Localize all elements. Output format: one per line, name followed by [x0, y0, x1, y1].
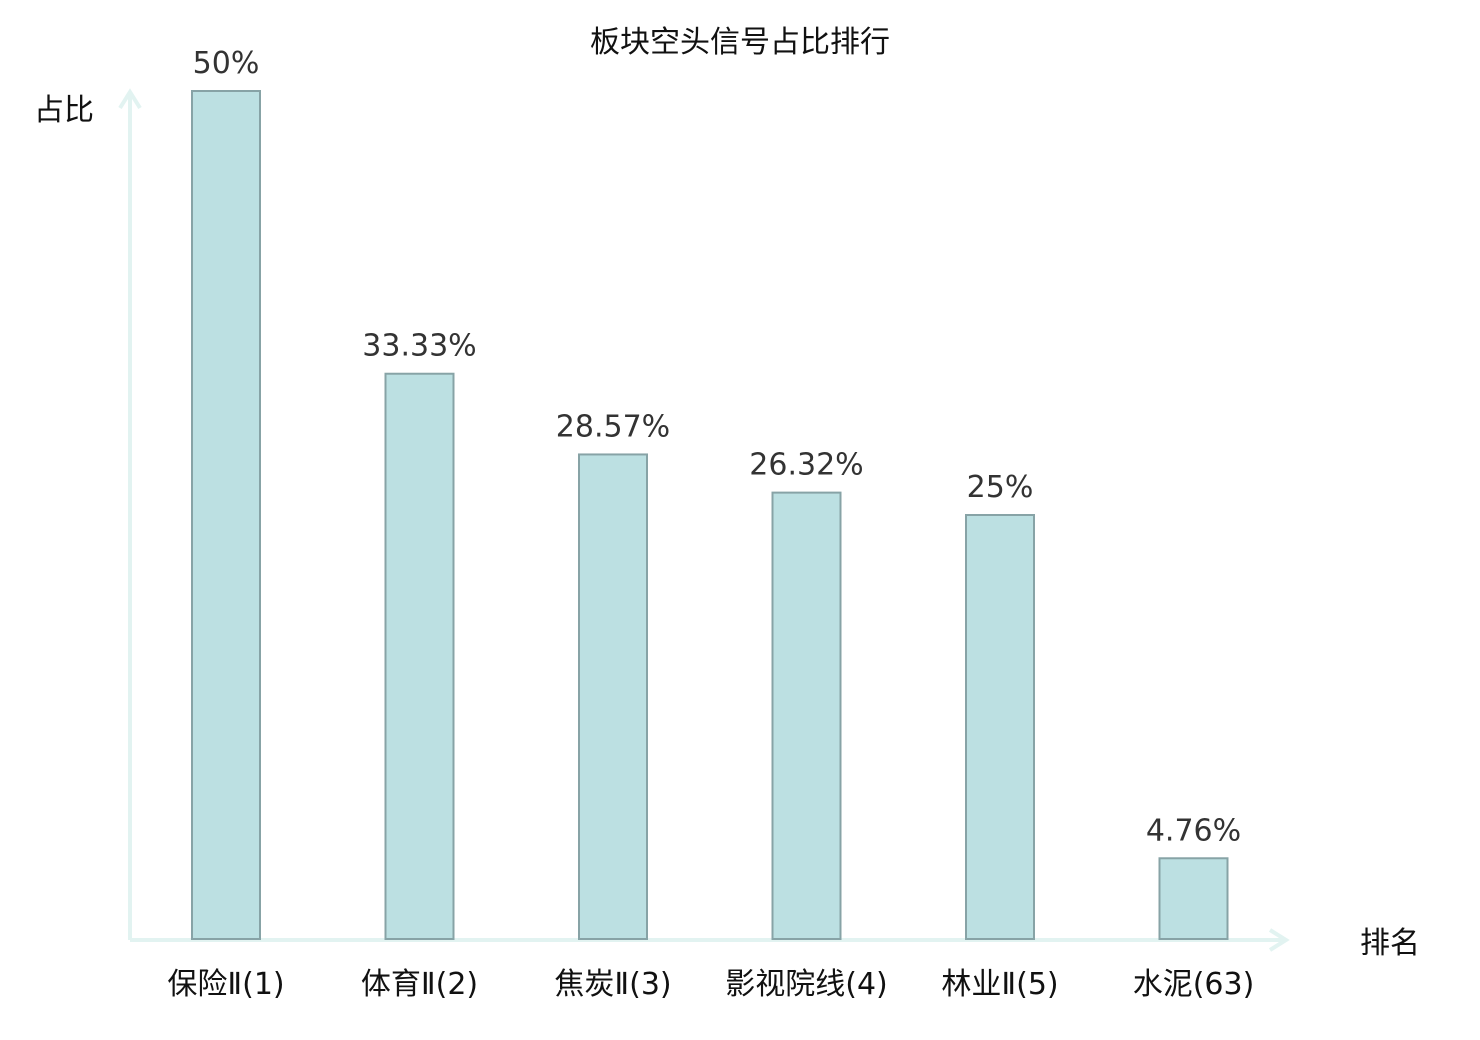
- bar: [965, 514, 1035, 940]
- bar-value-label: 33.33%: [362, 329, 476, 364]
- bar: [771, 491, 842, 940]
- bar-value-label: 25%: [967, 470, 1034, 505]
- x-axis-label: 排名: [1360, 926, 1420, 961]
- chart-title: 板块空头信号占比排行: [590, 25, 890, 60]
- y-axis-label: 占比: [34, 93, 94, 128]
- category-labels-group: 保险Ⅱ(1) 体育Ⅱ(2) 焦炭Ⅱ(3) 影视院线(4) 林业Ⅱ(5) 水泥(63): [167, 967, 1254, 1002]
- x-axis: [130, 928, 1290, 952]
- bar-value-label: 4.76%: [1146, 813, 1241, 848]
- bar-value-label: 26.32%: [749, 448, 863, 483]
- y-axis: [118, 88, 142, 940]
- bar: [191, 90, 261, 940]
- category-label: 保险Ⅱ(1): [167, 967, 284, 1002]
- bar: [384, 372, 455, 940]
- category-label: 焦炭Ⅱ(3): [554, 967, 671, 1002]
- x-axis-arrow-icon: [1268, 928, 1290, 952]
- bar: [578, 453, 648, 940]
- bars-group: [191, 90, 1229, 940]
- category-label: 水泥(63): [1133, 967, 1255, 1002]
- category-label: 体育Ⅱ(2): [361, 967, 478, 1002]
- category-label: 林业Ⅱ(5): [941, 967, 1058, 1002]
- bar-value-label: 50%: [193, 46, 260, 81]
- bar: [1158, 857, 1229, 940]
- y-axis-arrow-icon: [118, 88, 142, 110]
- bar-value-label: 28.57%: [556, 409, 670, 444]
- value-labels-group: 50% 33.33% 28.57% 26.32% 25% 4.76%: [193, 46, 1242, 848]
- category-label: 影视院线(4): [725, 967, 888, 1002]
